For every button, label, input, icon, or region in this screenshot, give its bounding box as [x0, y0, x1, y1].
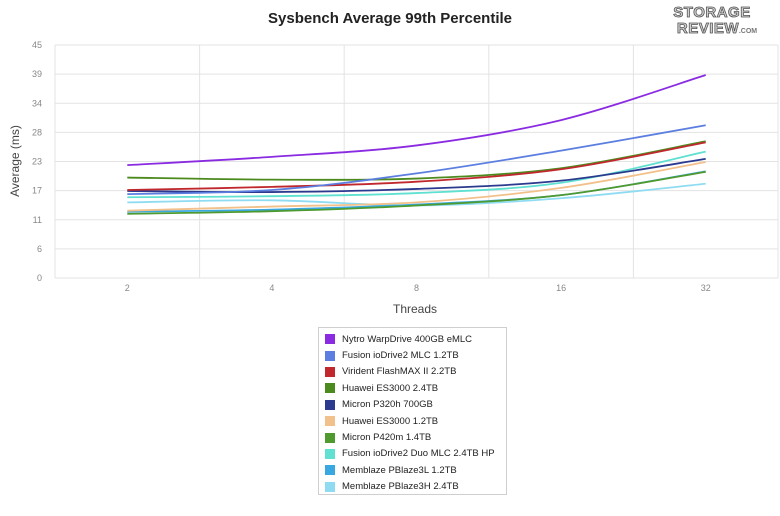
legend-label: Fusion ioDrive2 MLC 1.2TB — [342, 350, 459, 362]
y-tick-label: 23 — [32, 157, 42, 167]
grid — [54, 44, 779, 279]
y-tick-label: 28 — [32, 127, 42, 137]
x-axis-title: Threads — [393, 302, 437, 316]
svg-text:REVIEW: REVIEW — [677, 20, 740, 36]
legend-item[interactable]: Micron P320h 700GB — [325, 397, 506, 413]
legend-label: Nytro WarpDrive 400GB eMLC — [342, 333, 473, 345]
legend-item[interactable]: Huawei ES3000 1.2TB — [325, 413, 506, 429]
y-tick-label: 6 — [37, 244, 42, 254]
y-axis-title: Average (ms) — [8, 125, 22, 197]
y-tick-label: 17 — [32, 186, 42, 196]
y-tick-label: 11 — [33, 215, 42, 225]
series-line — [127, 124, 706, 196]
legend-swatch — [325, 366, 335, 377]
legend-item[interactable]: Nytro WarpDrive 400GB eMLC — [325, 331, 506, 347]
legend-item[interactable]: Memblaze PBlaze3L 1.2TB — [325, 462, 506, 478]
series-line — [127, 141, 706, 191]
storage-review-logo: STORAGE REVIEW .COM — [664, 2, 760, 36]
y-tick-label: 39 — [32, 69, 42, 79]
x-tick-label: 32 — [701, 283, 711, 293]
legend-label: Memblaze PBlaze3L 1.2TB — [342, 464, 457, 476]
x-tick-label: 2 — [125, 283, 130, 293]
legend-swatch — [325, 399, 335, 410]
x-tick-label: 8 — [414, 283, 419, 293]
legend-swatch — [325, 383, 335, 394]
legend-item[interactable]: Virident FlashMAX II 2.2TB — [325, 364, 506, 380]
legend-item[interactable]: Fusion ioDrive2 Duo MLC 2.4TB HP — [325, 446, 506, 462]
svg-text:STORAGE: STORAGE — [673, 4, 750, 21]
y-tick-label: 0 — [37, 273, 42, 283]
series-line — [127, 161, 706, 212]
legend-label: Micron P420m 1.4TB — [342, 432, 432, 444]
chart-title: Sysbench Average 99th Percentile — [268, 10, 512, 27]
series-lines — [127, 74, 706, 215]
y-tick-label: 34 — [32, 98, 42, 108]
series-line — [127, 74, 706, 167]
y-tick-label: 45 — [32, 40, 42, 50]
legend-swatch — [325, 448, 335, 459]
svg-text:.COM: .COM — [739, 28, 757, 35]
legend-label: Micron P320h 700GB — [342, 399, 433, 411]
axes: 0 6 11 17 23 28 34 39 45 2 4 8 16 32 — [32, 40, 711, 293]
legend-swatch — [325, 350, 335, 361]
x-tick-label: 4 — [269, 283, 274, 293]
legend-swatch — [325, 416, 335, 427]
legend: Nytro WarpDrive 400GB eMLC Fusion ioDrive… — [318, 327, 507, 495]
legend-label: Huawei ES3000 1.2TB — [342, 415, 439, 427]
legend-item[interactable]: Fusion ioDrive2 MLC 1.2TB — [325, 347, 506, 363]
legend-swatch — [325, 432, 335, 443]
legend-swatch — [325, 481, 335, 492]
legend-item[interactable]: Micron P420m 1.4TB — [325, 429, 506, 445]
legend-label: Fusion ioDrive2 Duo MLC 2.4TB HP — [342, 448, 495, 460]
series-line — [127, 170, 706, 215]
legend-swatch — [325, 334, 335, 345]
legend-label: Virident FlashMAX II 2.2TB — [342, 366, 457, 378]
x-tick-label: 16 — [556, 283, 566, 293]
legend-item[interactable]: Memblaze PBlaze3H 2.4TB — [325, 479, 506, 495]
legend-label: Huawei ES3000 2.4TB — [342, 382, 439, 394]
legend-swatch — [325, 465, 335, 476]
legend-item[interactable]: Huawei ES3000 2.4TB — [325, 380, 506, 396]
legend-label: Memblaze PBlaze3H 2.4TB — [342, 481, 459, 493]
